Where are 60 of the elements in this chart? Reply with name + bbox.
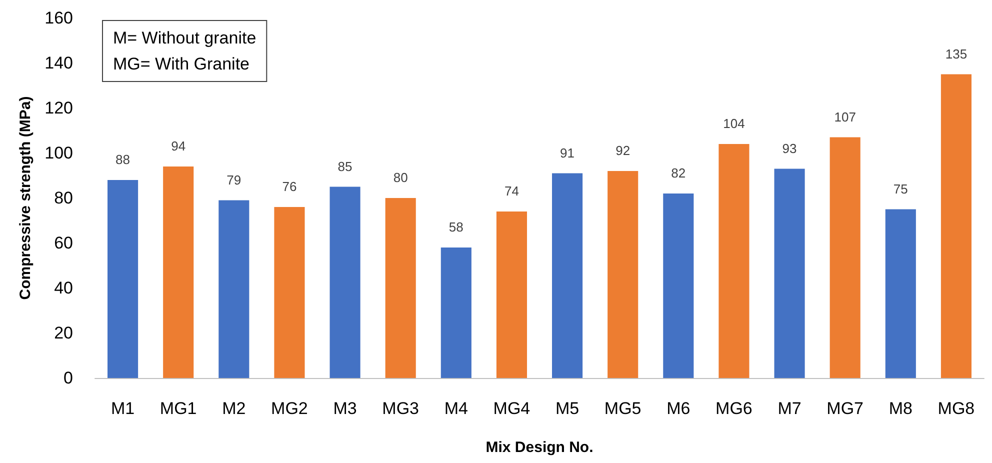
bar [830,137,860,378]
y-axis-title: Compressive strength (MPa) [17,96,34,300]
y-tick-label: 0 [64,368,73,388]
x-tick-label: M7 [778,399,802,418]
bar [552,173,583,378]
x-tick-label: MG2 [271,399,308,418]
data-label: 88 [116,152,130,167]
bar [218,200,250,378]
y-tick-label: 120 [44,98,73,118]
data-label: 107 [834,109,856,124]
y-tick-label: 140 [44,54,73,72]
bar [663,194,694,378]
x-tick-label: M3 [333,399,357,418]
data-label: 82 [671,166,686,180]
y-tick-label: 160 [44,8,73,28]
data-label: 74 [504,184,519,198]
y-tick-label: 60 [54,234,73,252]
data-label: 79 [226,172,242,188]
x-tick-label: M6 [666,399,690,418]
x-tick-label: M1 [110,399,135,418]
bar [608,171,638,378]
data-label: 92 [616,143,630,158]
data-label: 104 [723,116,745,131]
x-tick-label: M5 [555,399,580,418]
bar [440,248,472,378]
data-label: 76 [282,179,297,194]
annotation: M= Without granite MG= With Granite [113,28,256,74]
bar [274,207,305,378]
bar [940,74,972,378]
x-tick-label: MG5 [604,399,642,418]
data-label: 58 [448,220,464,234]
x-tick-label: M8 [888,399,912,418]
data-label: 75 [893,181,908,196]
data-label: 80 [393,170,408,185]
bar [885,209,916,378]
bar [774,168,805,378]
data-label: 94 [171,138,186,154]
data-label: 93 [782,140,797,156]
y-tick-label: 20 [54,324,73,342]
x-tick-label: M4 [444,399,468,418]
x-tick-label: MG8 [938,399,975,418]
x-tick-label: MG4 [493,399,530,418]
bar [330,186,360,378]
x-tick-label: MG6 [716,399,752,418]
data-label: 85 [338,158,352,174]
y-tick-label: 100 [44,144,73,162]
y-tick-label: 40 [54,278,73,298]
bar [385,198,416,378]
x-tick-label: MG1 [160,399,197,418]
data-label: 91 [560,145,575,160]
x-tick-label: MG7 [826,399,864,418]
y-tick-label: 80 [54,188,73,208]
bar [496,212,527,378]
x-tick-label: MG3 [382,399,420,418]
x-axis-title: Mix Design No. [486,439,594,456]
x-tick-label: M2 [222,399,246,418]
bar [718,144,750,378]
bar [163,166,194,378]
data-label: 135 [945,46,968,62]
bar [108,180,138,378]
